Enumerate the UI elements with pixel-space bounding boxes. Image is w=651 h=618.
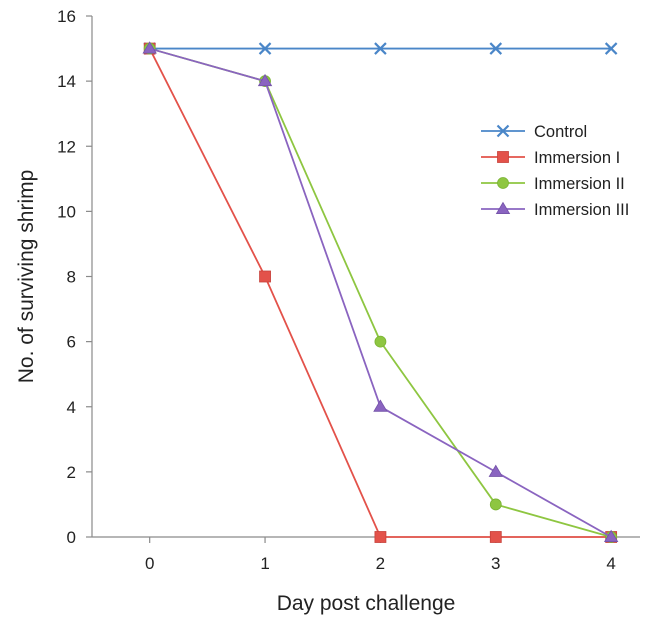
series-line-immersion-i	[148, 48, 612, 538]
marker-x-stroke	[496, 124, 510, 138]
series-control	[143, 42, 618, 55]
legend: Control Immersion I Immersion II Immersion …	[481, 123, 629, 219]
y-tick-label: 14	[57, 72, 76, 91]
x-axis-title: Day post challenge	[277, 592, 456, 615]
y-tick-label: 4	[67, 398, 76, 417]
marker-x-stroke	[489, 42, 503, 55]
series-line-immersion-iii	[149, 47, 612, 538]
x-tick-label: 4	[606, 554, 615, 573]
y-tick-label: 6	[67, 333, 76, 352]
y-tick-label: 16	[57, 7, 76, 26]
legend-swatch-marker	[496, 124, 510, 138]
marker-x-stroke	[604, 42, 618, 55]
y-tick-label: 8	[67, 268, 76, 287]
data-point-immersion-i	[374, 531, 387, 543]
marker-x-stroke	[374, 42, 387, 55]
y-axis-title: No. of surviving shrimp	[15, 170, 38, 384]
legend-swatch-marker	[497, 177, 509, 189]
y-tick-label: 2	[67, 463, 76, 482]
legend-label: Immersion II	[534, 175, 625, 193]
data-point-immersion-iii	[603, 529, 619, 542]
data-point-immersion-i	[489, 531, 502, 543]
legend-item-immersion-iii: Immersion III	[481, 201, 629, 219]
data-point-immersion-ii	[489, 498, 502, 511]
series-line-immersion-ii	[149, 47, 612, 538]
x-tick-label: 0	[145, 554, 154, 573]
data-point-immersion-iii	[373, 399, 388, 412]
marker-x-stroke	[258, 42, 272, 55]
legend-item-immersion-i: Immersion I	[481, 149, 620, 167]
data-point-control	[258, 42, 272, 55]
x-tick-label: 3	[491, 554, 500, 573]
data-point-control	[604, 42, 618, 55]
series-immersion-ii	[143, 42, 618, 543]
data-point-immersion-iii	[257, 73, 273, 87]
y-tick-label: 12	[57, 137, 76, 156]
legend-item-control: Control	[481, 123, 587, 141]
data-point-immersion-ii	[374, 335, 387, 348]
data-point-immersion-iii	[142, 41, 157, 54]
legend-swatch-marker	[495, 201, 511, 214]
y-tick-label: 10	[57, 202, 76, 221]
x-tick-label: 1	[260, 554, 269, 573]
data-point-control	[374, 42, 387, 55]
data-point-immersion-iii	[488, 464, 503, 477]
series-immersion-i	[143, 42, 618, 543]
data-point-immersion-i	[259, 270, 271, 283]
legend-label: Immersion III	[534, 201, 629, 219]
legend-swatch-marker	[497, 151, 509, 163]
series-layer	[142, 41, 619, 543]
x-tick-label: 2	[376, 554, 385, 573]
series-immersion-iii	[142, 41, 619, 542]
legend-label: Immersion I	[534, 149, 620, 167]
data-point-control	[489, 42, 503, 55]
legend-label: Control	[534, 123, 587, 141]
legend-item-immersion-ii: Immersion II	[481, 175, 625, 193]
y-tick-label: 0	[67, 528, 76, 547]
